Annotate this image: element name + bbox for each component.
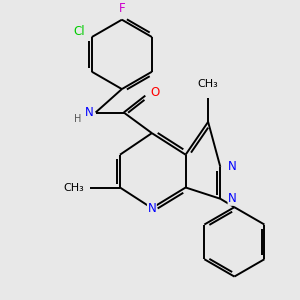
Text: Cl: Cl	[73, 25, 85, 38]
Text: CH₃: CH₃	[198, 80, 218, 89]
Text: N: N	[228, 160, 237, 173]
Text: N: N	[148, 202, 156, 214]
Text: N: N	[85, 106, 93, 119]
Text: F: F	[118, 2, 125, 15]
Text: O: O	[150, 86, 159, 99]
Text: N: N	[228, 192, 237, 205]
Text: CH₃: CH₃	[64, 182, 84, 193]
Text: H: H	[74, 114, 82, 124]
